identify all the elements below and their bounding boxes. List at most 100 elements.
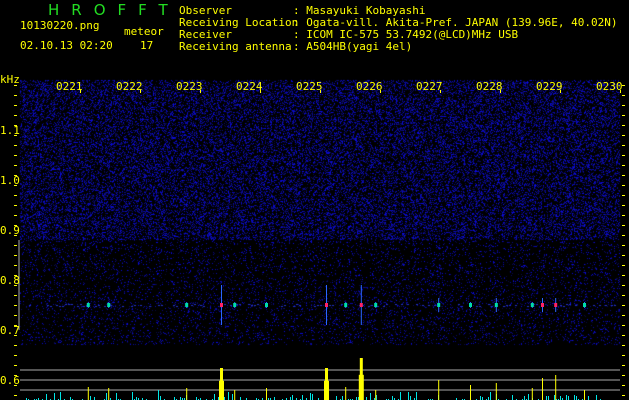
- y-minor-tick-right: [622, 295, 625, 296]
- baseline-bar: [138, 398, 139, 400]
- echo-head: [359, 303, 363, 307]
- echo-head: [530, 303, 534, 307]
- y-minor-tick-right: [622, 135, 625, 136]
- y-minor-tick-right: [622, 335, 625, 336]
- y-minor-tick-right: [622, 125, 625, 126]
- y-minor-tick: [14, 355, 17, 356]
- y-minor-tick-right: [622, 395, 625, 396]
- baseline-bar: [370, 393, 371, 400]
- y-minor-tick-right: [622, 105, 625, 106]
- echo-bar: [186, 388, 188, 400]
- y-minor-tick-right: [622, 365, 625, 366]
- echo-bar: [531, 388, 533, 400]
- echo-head: [107, 303, 111, 307]
- echo-bar: [555, 375, 557, 400]
- baseline-bar: [524, 396, 525, 400]
- baseline-bar: [286, 398, 287, 400]
- info-label-observer: Observer: [179, 4, 232, 17]
- baseline-bar: [566, 395, 567, 400]
- y-minor-tick: [14, 305, 17, 306]
- baseline-bar: [60, 392, 61, 400]
- baseline-bar: [312, 394, 313, 400]
- info-label-receiver: Receiver: [179, 28, 232, 41]
- y-minor-tick: [14, 145, 17, 146]
- y-tick-label: 1.1: [0, 124, 20, 137]
- y-minor-tick: [14, 135, 17, 136]
- echo-bar: [266, 388, 267, 400]
- x-tick-label: 0229: [536, 80, 563, 93]
- baseline-bar: [136, 397, 137, 400]
- y-minor-tick: [14, 95, 17, 96]
- y-tick-label: 0.8: [0, 274, 20, 287]
- y-minor-tick: [14, 365, 17, 366]
- y-minor-tick: [14, 285, 17, 286]
- baseline-bar: [576, 396, 577, 400]
- x-tick-label: 0227: [416, 80, 443, 93]
- x-tick: [620, 90, 621, 93]
- y-minor-tick: [14, 175, 17, 176]
- baseline-bar: [184, 398, 185, 400]
- x-tick-label: 0228: [476, 80, 503, 93]
- y-minor-tick-right: [622, 265, 625, 266]
- baseline-bar: [568, 396, 569, 400]
- echo-bar: [345, 387, 347, 400]
- y-minor-tick: [14, 125, 17, 126]
- x-tick: [380, 90, 381, 93]
- baseline-bar: [546, 396, 547, 400]
- baseline-bar: [132, 392, 133, 400]
- baseline-bar: [290, 397, 291, 400]
- echo-head: [437, 303, 441, 307]
- x-tick: [260, 90, 261, 93]
- echo-bar: [375, 390, 377, 400]
- baseline-bar: [174, 397, 175, 400]
- baseline-bar: [414, 398, 415, 400]
- baseline-bar: [54, 393, 55, 400]
- baseline-bar: [90, 396, 91, 400]
- baseline-bar: [512, 395, 513, 400]
- y-minor-tick-right: [622, 245, 625, 246]
- info-label-antenna: Receiving antenna: [179, 40, 292, 53]
- y-minor-tick: [14, 345, 17, 346]
- y-minor-tick-right: [622, 355, 625, 356]
- baseline-bar: [356, 397, 357, 400]
- y-minor-tick-right: [622, 95, 625, 96]
- baseline-bar: [262, 398, 263, 400]
- baseline-bar: [38, 398, 39, 400]
- echo-bar: [108, 388, 110, 400]
- baseline-bar: [358, 397, 359, 400]
- baseline-bar: [214, 394, 215, 400]
- x-tick: [440, 90, 441, 93]
- y-minor-tick: [14, 295, 17, 296]
- baseline-bar: [302, 395, 303, 400]
- baseline-bar: [270, 398, 271, 400]
- echo-bar: [584, 390, 585, 400]
- echo-head: [220, 303, 223, 307]
- y-minor-tick-right: [622, 225, 625, 226]
- baseline-bar: [560, 396, 561, 400]
- y-minor-tick-right: [622, 375, 625, 376]
- y-tick-label: 0.6: [0, 374, 20, 387]
- echo-head: [554, 303, 558, 307]
- meteor-label: meteor: [124, 25, 164, 38]
- baseline-bar: [110, 398, 111, 400]
- baseline-bar: [218, 397, 219, 400]
- y-minor-tick-right: [622, 185, 625, 186]
- echo-bar: [542, 378, 543, 400]
- echo-bar: [234, 390, 236, 400]
- baseline-bar: [416, 392, 417, 400]
- y-minor-tick: [14, 325, 17, 326]
- baseline-bar: [336, 396, 337, 400]
- y-minor-tick: [14, 195, 17, 196]
- filename: 10130220.png: [20, 19, 100, 32]
- baseline-bar: [70, 397, 71, 400]
- y-minor-tick-right: [622, 85, 625, 86]
- baseline-bar: [482, 397, 483, 400]
- baseline-bar: [588, 396, 589, 400]
- y-minor-tick-right: [622, 175, 625, 176]
- y-minor-tick-right: [622, 275, 625, 276]
- y-minor-tick: [14, 225, 17, 226]
- baseline-bar: [400, 392, 401, 400]
- baseline-bar: [596, 395, 597, 400]
- baseline-bar: [366, 397, 367, 400]
- y-minor-tick: [14, 165, 17, 166]
